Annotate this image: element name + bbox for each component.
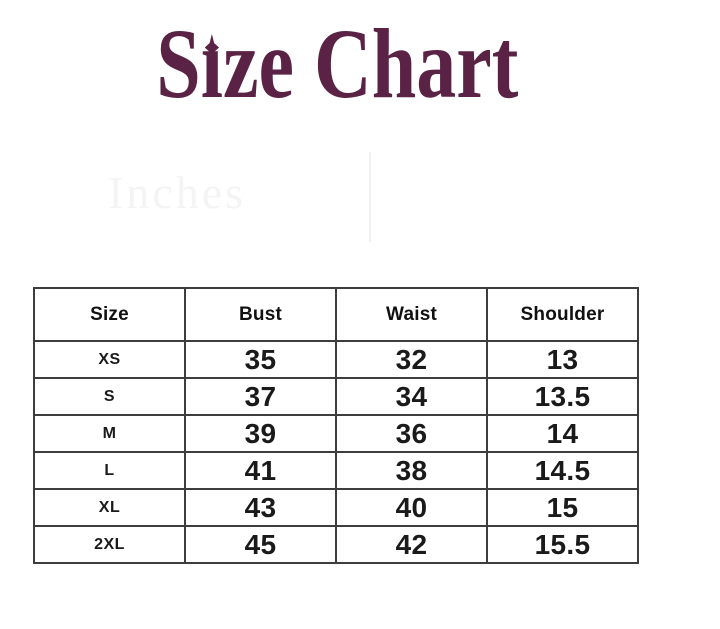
column-header-waist: Waist xyxy=(335,287,488,342)
waist-cell: 36 xyxy=(335,414,488,453)
bust-cell: 37 xyxy=(184,377,337,416)
bust-cell: 39 xyxy=(184,414,337,453)
table-row-m: M 39 36 14 xyxy=(33,414,639,453)
shoulder-cell: 14.5 xyxy=(486,451,639,490)
waist-cell: 42 xyxy=(335,525,488,564)
column-header-size: Size xyxy=(33,287,186,342)
title-part-before-i: S xyxy=(155,8,201,119)
waist-cell: 40 xyxy=(335,488,488,527)
shoulder-cell: 15 xyxy=(486,488,639,527)
size-cell: 2XL xyxy=(33,525,186,564)
size-cell: S xyxy=(33,377,186,416)
shoulder-cell: 14 xyxy=(486,414,639,453)
column-header-bust: Bust xyxy=(184,287,337,342)
table-row-s: S 37 34 13.5 xyxy=(33,377,639,416)
shoulder-cell: 13.5 xyxy=(486,377,639,416)
bust-cell: 45 xyxy=(184,525,337,564)
size-cell: XL xyxy=(33,488,186,527)
watermark-line xyxy=(369,152,371,242)
shoulder-cell: 13 xyxy=(486,340,639,379)
size-cell: L xyxy=(33,451,186,490)
waist-cell: 32 xyxy=(335,340,488,379)
table-header-row: Size Bust Waist Shoulder xyxy=(33,287,639,342)
size-cell: XS xyxy=(33,340,186,379)
title-letter-i: ı xyxy=(200,14,222,114)
size-cell: M xyxy=(33,414,186,453)
table-row-xs: XS 35 32 13 xyxy=(33,340,639,379)
waist-cell: 38 xyxy=(335,451,488,490)
inches-watermark: Inches xyxy=(108,167,247,218)
bust-cell: 35 xyxy=(184,340,337,379)
bust-cell: 43 xyxy=(184,488,337,527)
page-title: Sı ze Chart xyxy=(0,14,720,114)
bust-cell: 41 xyxy=(184,451,337,490)
title-part-after-i: ze Chart xyxy=(222,8,519,119)
column-header-shoulder: Shoulder xyxy=(486,287,639,342)
page-title-text: Sı ze Chart xyxy=(156,14,518,114)
title-dotless-i: ı xyxy=(200,8,223,119)
table-row-xl: XL 43 40 15 xyxy=(33,488,639,527)
waist-cell: 34 xyxy=(335,377,488,416)
shoulder-cell: 15.5 xyxy=(486,525,639,564)
table-row-2xl: 2XL 45 42 15.5 xyxy=(33,525,639,564)
size-chart-table: Size Bust Waist Shoulder XS 35 32 13 S 3… xyxy=(33,287,639,564)
table-row-l: L 41 38 14.5 xyxy=(33,451,639,490)
